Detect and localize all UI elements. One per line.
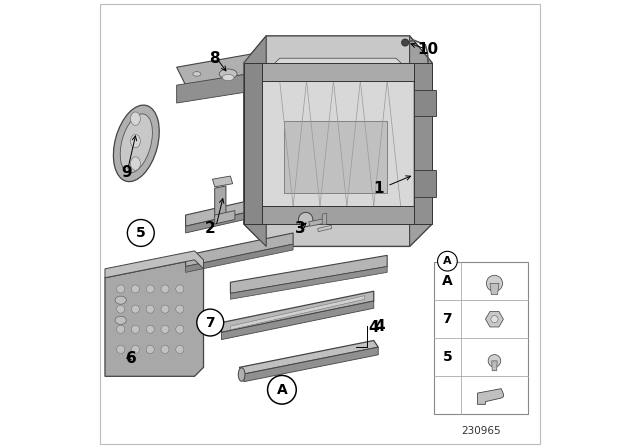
Circle shape	[176, 305, 184, 313]
Circle shape	[146, 325, 154, 333]
Polygon shape	[215, 211, 235, 224]
Circle shape	[131, 325, 140, 333]
Text: 2: 2	[205, 221, 216, 236]
Text: 4: 4	[369, 319, 379, 335]
Polygon shape	[323, 213, 327, 225]
Polygon shape	[262, 206, 414, 224]
Circle shape	[116, 305, 125, 313]
Polygon shape	[309, 219, 325, 226]
Circle shape	[146, 345, 154, 353]
Circle shape	[131, 305, 140, 313]
Circle shape	[161, 285, 169, 293]
FancyBboxPatch shape	[435, 262, 529, 414]
Polygon shape	[492, 361, 497, 371]
Polygon shape	[221, 301, 374, 340]
Polygon shape	[244, 36, 432, 246]
Text: 7: 7	[205, 315, 215, 330]
Circle shape	[116, 285, 125, 293]
Text: 230965: 230965	[461, 426, 501, 435]
Ellipse shape	[246, 72, 255, 76]
Circle shape	[161, 305, 169, 313]
Circle shape	[131, 285, 140, 293]
Circle shape	[131, 345, 140, 353]
Ellipse shape	[238, 368, 245, 381]
Ellipse shape	[113, 105, 159, 181]
Polygon shape	[230, 267, 387, 299]
Polygon shape	[230, 296, 365, 330]
Polygon shape	[105, 251, 204, 278]
Ellipse shape	[131, 112, 140, 125]
Circle shape	[268, 375, 296, 404]
Polygon shape	[239, 340, 378, 374]
Circle shape	[491, 315, 498, 323]
Text: 4: 4	[374, 319, 385, 334]
Polygon shape	[477, 388, 504, 404]
Circle shape	[197, 309, 224, 336]
Ellipse shape	[115, 316, 126, 324]
Ellipse shape	[131, 157, 140, 170]
Ellipse shape	[115, 296, 126, 304]
Polygon shape	[244, 347, 378, 382]
Circle shape	[146, 285, 154, 293]
Circle shape	[401, 39, 409, 46]
Circle shape	[176, 345, 184, 353]
Polygon shape	[186, 204, 284, 233]
Ellipse shape	[131, 134, 140, 148]
Polygon shape	[486, 311, 504, 327]
Polygon shape	[230, 255, 387, 293]
Text: 1: 1	[373, 181, 383, 196]
Text: 10: 10	[417, 42, 438, 57]
Polygon shape	[284, 121, 387, 193]
Polygon shape	[317, 225, 332, 232]
Polygon shape	[186, 193, 284, 226]
Polygon shape	[490, 283, 499, 295]
Polygon shape	[414, 170, 436, 197]
Polygon shape	[105, 260, 204, 376]
Text: A: A	[276, 383, 287, 397]
Polygon shape	[186, 233, 293, 267]
Text: 7: 7	[443, 312, 452, 326]
Polygon shape	[215, 186, 226, 217]
Text: 9: 9	[121, 165, 132, 180]
Circle shape	[161, 345, 169, 353]
Polygon shape	[414, 63, 432, 224]
Polygon shape	[262, 63, 414, 81]
Text: 8: 8	[209, 51, 220, 66]
Polygon shape	[262, 58, 414, 224]
Ellipse shape	[219, 69, 237, 79]
Circle shape	[298, 212, 313, 227]
Polygon shape	[414, 90, 436, 116]
Polygon shape	[177, 72, 262, 103]
Circle shape	[146, 305, 154, 313]
Polygon shape	[244, 36, 266, 246]
Ellipse shape	[193, 72, 201, 76]
Polygon shape	[410, 36, 432, 246]
Circle shape	[116, 345, 125, 353]
Circle shape	[176, 325, 184, 333]
Text: 5: 5	[442, 350, 452, 364]
Circle shape	[438, 251, 457, 271]
Polygon shape	[186, 244, 293, 272]
Circle shape	[161, 325, 169, 333]
Polygon shape	[177, 54, 262, 85]
Ellipse shape	[222, 74, 234, 81]
Text: A: A	[443, 256, 452, 266]
Text: 3: 3	[294, 221, 305, 236]
Text: 5: 5	[136, 226, 146, 240]
Circle shape	[116, 325, 125, 333]
Polygon shape	[212, 176, 233, 187]
Circle shape	[488, 355, 500, 367]
Polygon shape	[244, 63, 262, 224]
Ellipse shape	[120, 114, 152, 173]
Text: 6: 6	[127, 351, 137, 366]
Circle shape	[176, 285, 184, 293]
Polygon shape	[221, 291, 374, 332]
Circle shape	[486, 275, 502, 291]
Circle shape	[127, 220, 154, 246]
Text: A: A	[442, 274, 452, 288]
